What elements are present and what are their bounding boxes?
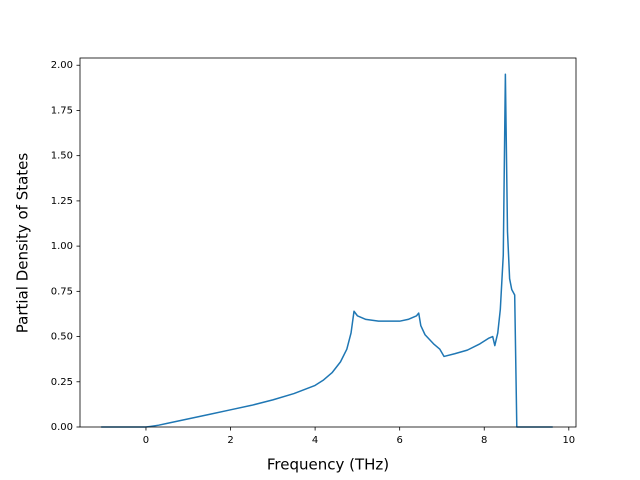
data-line xyxy=(101,73,553,428)
y-tick-label: 1.50 xyxy=(51,151,73,162)
y-tick-label: 1.75 xyxy=(51,105,73,116)
x-tick-label: 6 xyxy=(396,435,402,446)
x-tick-label: 8 xyxy=(481,435,487,446)
plot-frame xyxy=(79,57,577,428)
x-tick-label: 2 xyxy=(227,435,233,446)
y-tick-label: 2.00 xyxy=(51,60,73,71)
y-tick-label: 0.25 xyxy=(51,377,73,388)
x-tick-label: 10 xyxy=(562,435,575,446)
y-tick-label: 0.50 xyxy=(51,332,73,343)
y-tick-label: 0.00 xyxy=(51,422,73,433)
y-tick-label: 0.75 xyxy=(51,286,73,297)
y-tick-label: 1.00 xyxy=(51,241,73,252)
x-axis-label: Frequency (THz) xyxy=(267,456,389,474)
y-tick-label: 1.25 xyxy=(51,196,73,207)
y-axis-label: Partial Density of States xyxy=(14,153,32,334)
x-tick-label: 4 xyxy=(312,435,318,446)
x-tick-label: 0 xyxy=(143,435,149,446)
